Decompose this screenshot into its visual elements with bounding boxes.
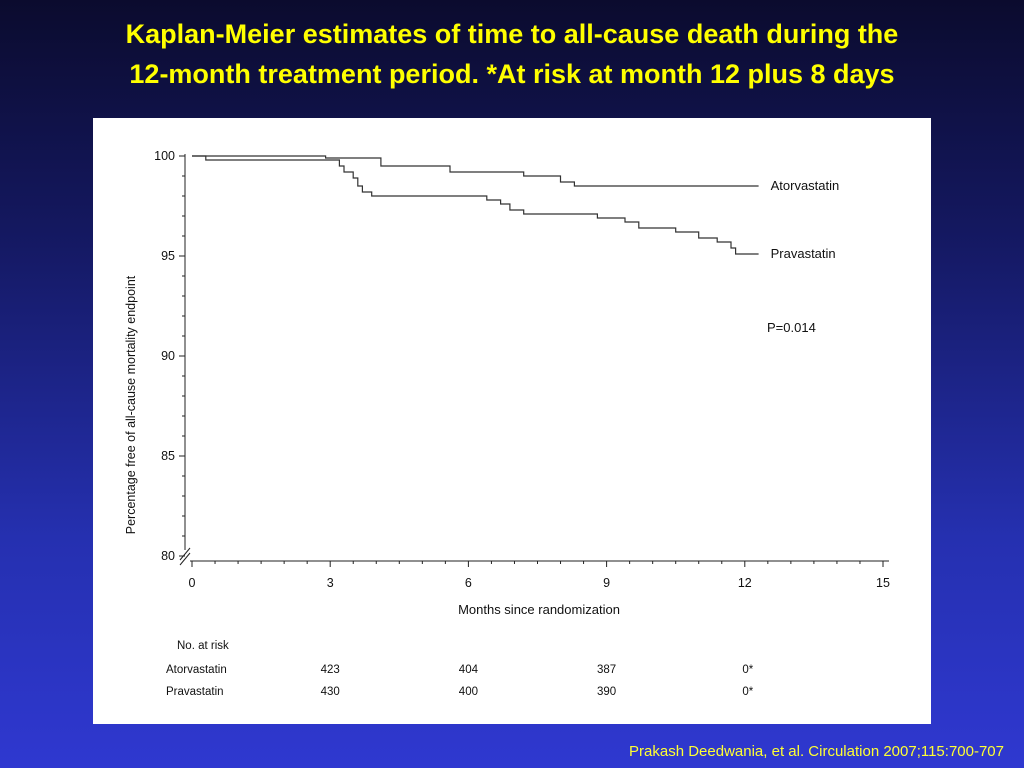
slide-title-line-1: Kaplan-Meier estimates of time to all-ca… <box>125 19 899 49</box>
x-axis-label: Months since randomization <box>458 602 620 617</box>
at-risk-value: 0* <box>742 664 753 676</box>
km-chart: 80 85 90 95 100 0 3 6 9 12 15 Atorvastatin Pravasta… <box>124 149 890 698</box>
slide-title: Kaplan-Meier estimates of time to all-ca… <box>0 14 1024 94</box>
series-line-pravastatin <box>192 155 759 255</box>
at-risk-row-label: Atorvastatin <box>166 664 227 676</box>
axes: 80 85 90 95 100 0 3 6 9 12 15 <box>154 149 890 590</box>
at-risk-table: No. at risk Atorvastatin 423 404 387 0* Prava… <box>166 640 754 698</box>
x-tick-label: 12 <box>738 576 752 590</box>
series-layer: Atorvastatin Pravastatin <box>192 155 840 261</box>
at-risk-value: 400 <box>459 686 478 698</box>
at-risk-row-label: Pravastatin <box>166 686 224 698</box>
y-tick-label: 90 <box>161 349 175 363</box>
at-risk-value: 390 <box>597 686 616 698</box>
y-tick-label: 100 <box>154 149 175 163</box>
slide-title-line-2: 12-month treatment period. *At risk at m… <box>129 59 895 89</box>
x-tick-label: 0 <box>189 576 196 590</box>
series-line-atorvastatin <box>192 155 759 187</box>
x-tick-label: 6 <box>465 576 472 590</box>
y-tick-label: 80 <box>161 549 175 563</box>
at-risk-value: 404 <box>459 664 479 676</box>
p-value-annotation: P=0.014 <box>767 320 816 335</box>
chart-panel: 80 85 90 95 100 0 3 6 9 12 15 Atorvastatin Pravasta… <box>93 118 931 724</box>
axis-break-mark <box>179 547 191 561</box>
x-tick-label: 3 <box>327 576 334 590</box>
at-risk-header: No. at risk <box>177 640 229 652</box>
at-risk-value: 423 <box>321 664 340 676</box>
series-label-atorvastatin: Atorvastatin <box>771 178 840 193</box>
series-label-pravastatin: Pravastatin <box>771 246 836 261</box>
citation: Prakash Deedwania, et al. Circulation 20… <box>629 743 1004 760</box>
x-tick-label: 15 <box>876 576 890 590</box>
y-tick-label: 85 <box>161 449 175 463</box>
y-axis-label: Percentage free of all-cause mortality e… <box>124 275 138 534</box>
y-tick-label: 95 <box>161 249 175 263</box>
x-tick-label: 9 <box>603 576 610 590</box>
at-risk-value: 430 <box>321 686 340 698</box>
at-risk-value: 387 <box>597 664 616 676</box>
at-risk-value: 0* <box>742 686 753 698</box>
axis-break-mark <box>179 552 191 566</box>
